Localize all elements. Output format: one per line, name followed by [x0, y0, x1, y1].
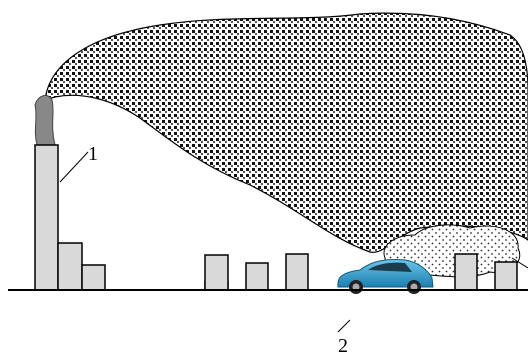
- building: [246, 263, 268, 290]
- leader-line: [60, 152, 88, 182]
- building: [455, 254, 477, 290]
- building: [495, 262, 517, 290]
- building: [82, 265, 105, 290]
- diagram: 1 2: [0, 0, 528, 359]
- label: 1: [88, 143, 98, 165]
- building: [205, 255, 228, 290]
- label: 2: [338, 335, 348, 357]
- chimney: [35, 145, 58, 290]
- building: [58, 243, 82, 290]
- plume: [35, 95, 55, 145]
- smoke-cloud: [45, 13, 528, 252]
- building: [286, 254, 308, 290]
- car: [338, 259, 433, 294]
- leader-line: [338, 320, 350, 332]
